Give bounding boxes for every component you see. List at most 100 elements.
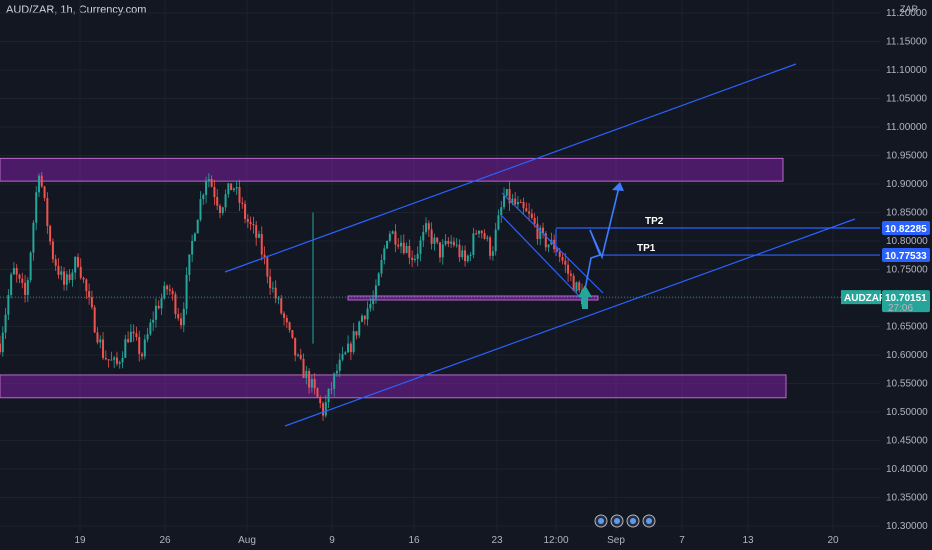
candle-body xyxy=(313,378,316,389)
candle-body xyxy=(244,203,247,219)
tp-price-value: 10.77533 xyxy=(885,251,927,262)
candle-body xyxy=(383,248,386,261)
y-tick-label: 11.10000 xyxy=(886,65,927,76)
candle-body xyxy=(238,187,241,203)
candle-body xyxy=(102,339,105,358)
candle-body xyxy=(333,373,336,389)
tp-price-tag xyxy=(882,248,930,263)
candle-body xyxy=(299,354,302,359)
candle-body xyxy=(377,273,380,286)
candle-body xyxy=(427,223,430,230)
candle-body xyxy=(283,313,286,318)
candle-body xyxy=(182,308,185,326)
candle-body xyxy=(177,314,180,319)
candle-body xyxy=(469,254,472,256)
candle-body xyxy=(288,322,291,331)
candle-body xyxy=(224,194,227,208)
candle-body xyxy=(567,264,570,274)
candle-body xyxy=(486,237,489,239)
candle-body xyxy=(430,229,433,244)
candle-body xyxy=(402,242,405,254)
candle-body xyxy=(271,287,274,289)
x-tick-label: 16 xyxy=(408,535,420,546)
candle-body xyxy=(168,289,171,291)
candle-body xyxy=(188,254,191,275)
candle-body xyxy=(180,318,183,326)
candle-body xyxy=(575,282,578,291)
candle-body xyxy=(60,271,63,275)
y-tick-label: 10.85000 xyxy=(886,208,928,219)
candle-body xyxy=(322,403,325,416)
candle-body xyxy=(24,282,27,295)
candle-body xyxy=(104,357,107,360)
candle-body xyxy=(542,227,545,234)
candle-body xyxy=(519,202,522,204)
candle-body xyxy=(450,241,453,244)
candle-body xyxy=(564,260,567,265)
candle-body xyxy=(422,231,425,241)
candle-body xyxy=(82,277,85,280)
y-tick-label: 10.90000 xyxy=(886,179,928,190)
x-tick-label: 7 xyxy=(679,535,685,546)
candle-body xyxy=(327,388,330,403)
candle-body xyxy=(207,178,210,181)
countdown-value: 27:06 xyxy=(888,303,913,314)
candle-body xyxy=(65,274,68,285)
candle-body xyxy=(221,207,224,214)
candle-body xyxy=(572,275,575,291)
x-tick-label: 26 xyxy=(159,535,171,546)
candle-body xyxy=(491,251,494,256)
x-tick-label: 13 xyxy=(742,535,754,546)
y-tick-label: 10.35000 xyxy=(886,493,928,504)
candle-body xyxy=(477,230,480,234)
candle-body xyxy=(260,233,263,255)
candle-body xyxy=(419,240,422,254)
candle-body xyxy=(32,222,35,253)
candle-body xyxy=(96,332,99,343)
candle-body xyxy=(71,272,74,280)
tp1-label: TP1 xyxy=(637,243,656,254)
candle-body xyxy=(525,208,528,212)
candle-body xyxy=(285,317,288,323)
candle-body xyxy=(438,242,441,258)
candle-body xyxy=(436,237,439,243)
candle-body xyxy=(447,241,450,244)
symbol-tag-label: AUDZAR xyxy=(844,293,887,304)
y-tick-label: 10.60000 xyxy=(886,350,928,361)
candle-body xyxy=(349,343,352,353)
candle-body xyxy=(199,199,202,220)
candle-body xyxy=(316,388,319,398)
candle-body xyxy=(558,251,561,257)
candle-body xyxy=(43,186,46,198)
candle-body xyxy=(505,189,508,196)
tp-price-tag xyxy=(882,220,930,235)
candle-body xyxy=(461,250,464,258)
candle-body xyxy=(121,357,124,363)
candle-body xyxy=(171,290,174,295)
candle-body xyxy=(257,233,260,238)
candle-body xyxy=(124,339,127,358)
candle-body xyxy=(46,197,49,227)
candle-body xyxy=(338,359,341,371)
y-tick-label: 10.50000 xyxy=(886,407,928,418)
x-tick-label: 23 xyxy=(491,535,503,546)
candle-body xyxy=(363,315,366,320)
candle-body xyxy=(88,291,91,298)
candle-body xyxy=(319,397,322,404)
candle-body xyxy=(246,218,249,222)
candle-body xyxy=(405,246,408,254)
candle-body xyxy=(26,280,29,295)
wedge-upper-line xyxy=(501,192,604,294)
candle-body xyxy=(51,241,54,260)
tp-price-value: 10.82285 xyxy=(885,224,927,235)
event-flag-dot xyxy=(614,518,620,524)
candle-body xyxy=(497,215,500,230)
candle-body xyxy=(494,229,497,252)
candle-body xyxy=(374,285,377,299)
candle-body xyxy=(37,175,40,193)
wedge-lower-line xyxy=(501,215,584,301)
currency-label: ZAR xyxy=(900,4,918,14)
candle-body xyxy=(361,315,364,322)
candle-body xyxy=(555,249,558,252)
